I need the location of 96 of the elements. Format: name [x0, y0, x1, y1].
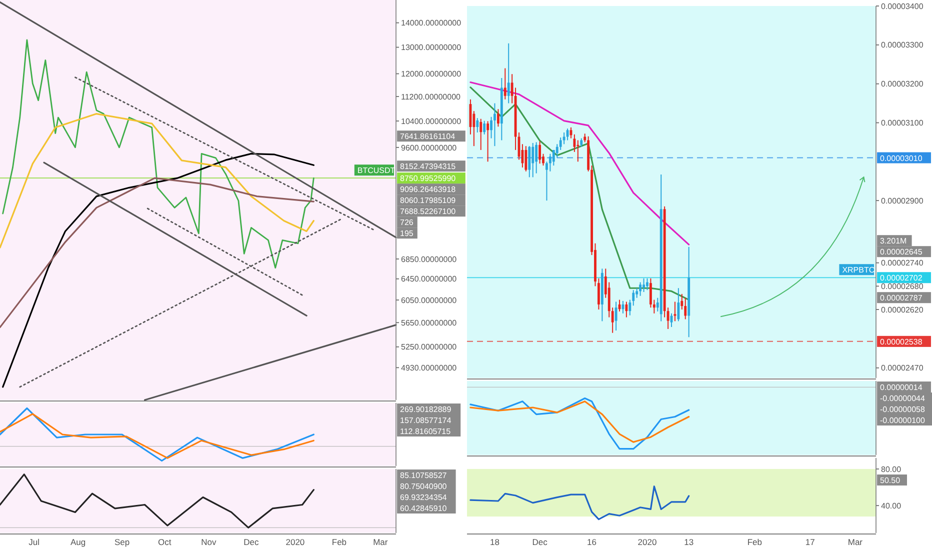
y-tick-label: 40.00	[881, 501, 902, 510]
y-tick-label: 0.00002680	[881, 282, 924, 291]
candlestick	[538, 140, 541, 164]
x-tick-label: Mar	[848, 537, 863, 547]
ref-line-label: 0.00002538	[880, 337, 923, 346]
x-tick-label: Aug	[70, 537, 86, 547]
candlestick	[562, 132, 566, 145]
x-tick-label: Feb	[747, 537, 762, 547]
candlestick	[524, 146, 528, 172]
y-tick-label: 6450.00000000	[401, 274, 458, 284]
y-tick-label: 4930.00000000	[401, 363, 458, 372]
line-series	[0, 177, 314, 328]
text: 9096.26463918	[400, 185, 456, 194]
candlestick	[528, 146, 531, 178]
x-tick-label: Nov	[201, 537, 217, 547]
y-tick-label: 5650.00000000	[401, 318, 458, 328]
line-series	[470, 486, 690, 520]
x-tick-label: 18	[490, 537, 500, 547]
candlestick	[496, 108, 500, 128]
candlestick	[639, 282, 642, 296]
x-tick-label: Sep	[114, 537, 130, 547]
line-series	[2, 152, 314, 388]
text: 0.00002787	[880, 294, 923, 303]
text: 50.50	[880, 476, 901, 485]
candlestick	[576, 140, 580, 162]
ref-line-label: 0.00002702	[880, 274, 923, 283]
candlestick	[642, 278, 645, 293]
x-tick-label: Dec	[244, 537, 260, 547]
x-tick-label: 2020	[286, 537, 305, 547]
text: 85.10758527	[400, 471, 448, 480]
ref-line-label: 8750.99525990	[400, 174, 456, 184]
y-tick-label: 0.00003400	[881, 2, 924, 11]
x-tick-label: Dec	[532, 537, 548, 547]
x-tick-label: 13	[684, 537, 694, 547]
y-tick-label: 0.00002470	[881, 364, 924, 373]
x-tick-label: Jul	[28, 537, 40, 547]
y-tick-label: 0.00002620	[881, 305, 924, 314]
candlestick	[677, 288, 680, 322]
x-tick-label: 17	[805, 537, 816, 547]
candlestick	[625, 301, 628, 318]
candlestick	[476, 118, 479, 133]
y-tick-label: 14000.00000000	[401, 18, 462, 28]
text: 69.93234354	[400, 493, 448, 502]
text: 0.00002645	[880, 248, 923, 257]
text: -0.00000044	[880, 394, 926, 403]
text: 8152.47394315	[400, 162, 456, 172]
line-series	[470, 81, 690, 246]
y-tick-label: 5250.00000000	[401, 342, 458, 352]
text: 8060.17985109	[400, 196, 456, 206]
x-tick-label: Feb	[332, 537, 347, 547]
candlestick	[614, 301, 618, 332]
text: 195	[400, 229, 414, 238]
y-tick-label: 0.00002740	[881, 258, 924, 268]
candlestick	[504, 68, 506, 100]
y-tick-label: 6050.00000000	[401, 296, 458, 305]
y-tick-label: 0.00003200	[881, 80, 924, 89]
candlestick	[494, 102, 496, 147]
candlestick	[684, 297, 687, 320]
y-tick-label: 0.00003300	[881, 40, 924, 50]
text: 112.81605715	[400, 427, 452, 436]
text: 0.00000014	[880, 383, 923, 392]
candlestick	[483, 120, 486, 135]
text: 60.42845910	[400, 504, 448, 513]
line-series	[0, 112, 314, 248]
text: 726	[400, 218, 414, 228]
text: 80.75040900	[400, 482, 448, 491]
ref-line-label: 0.00003010	[880, 154, 923, 163]
x-tick-label: Mar	[373, 537, 388, 547]
text: 7641.86161104	[400, 132, 456, 142]
y-tick-label: 0.00003100	[881, 118, 924, 128]
candlestick	[486, 120, 490, 162]
y-tick-label: 80.00	[881, 464, 902, 474]
x-tick-label: Oct	[158, 537, 172, 547]
y-tick-label: 9600.00000000	[401, 143, 458, 152]
y-tick-label: 13000.00000000	[401, 43, 462, 52]
candlestick	[532, 142, 534, 178]
y-tick-label: 12000.00000000	[401, 70, 462, 79]
text: -0.00000058	[880, 405, 926, 414]
y-tick-label: 6850.00000000	[401, 254, 458, 264]
text: 3.201M	[880, 236, 908, 246]
text: 157.08577174	[400, 416, 452, 425]
text: 269.90182889	[400, 405, 452, 414]
candlestick	[480, 118, 482, 150]
x-tick-label: 2020	[638, 537, 657, 547]
y-tick-label: 11200.00000000	[401, 92, 462, 102]
x-tick-label: 16	[587, 537, 597, 547]
candlestick	[535, 142, 538, 174]
line-series	[2, 39, 314, 268]
text: -0.00000100	[880, 416, 926, 425]
y-tick-label: 10400.00000000	[401, 116, 462, 126]
text: 7688.52267100	[400, 207, 456, 216]
candlestick	[573, 134, 576, 152]
candlestick	[646, 278, 648, 291]
candlestick	[548, 153, 552, 172]
candlestick	[507, 42, 510, 104]
y-tick-label: 0.00002900	[881, 196, 924, 206]
